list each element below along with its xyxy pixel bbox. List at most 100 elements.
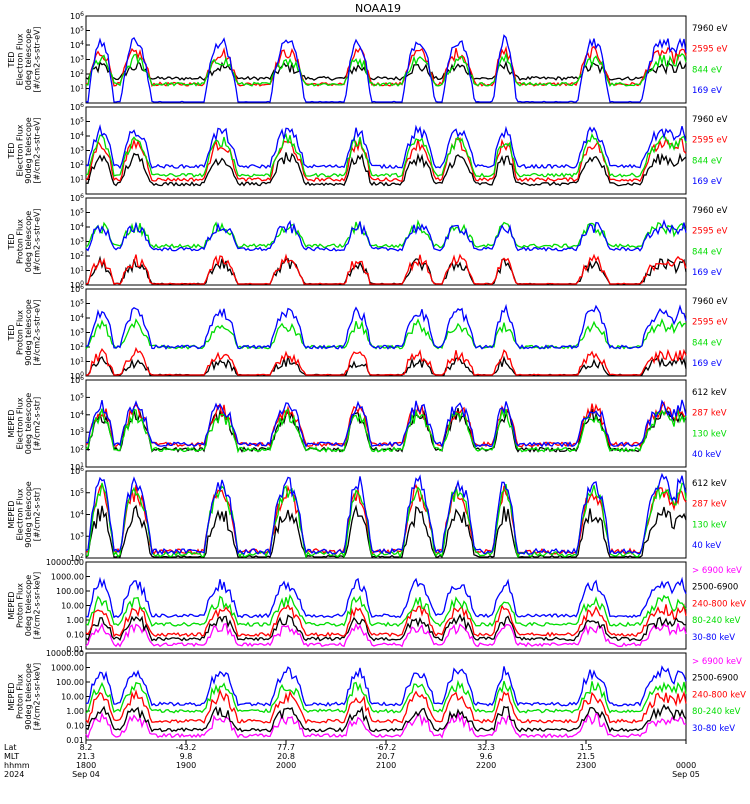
legend-entry: 2595 eV xyxy=(692,136,728,146)
series-line xyxy=(85,603,687,638)
y-tick-label: 106 xyxy=(70,102,84,112)
y-axis-label: TEDElectron Flux90deg telescope[#/cm2-s-… xyxy=(7,117,42,184)
panel-6: 102 103 104 105 106 MEPEDElectron Flux90deg t… xyxy=(7,466,727,563)
y-tick-label: 103 xyxy=(70,55,84,65)
y-tick-label: 104 xyxy=(70,40,84,50)
x-tick-label: 1900 xyxy=(176,761,196,770)
panel-2: 101 102 103 104 105 106 TEDElectron Flux90deg … xyxy=(7,102,728,195)
series-line xyxy=(85,34,687,103)
series-line xyxy=(85,303,687,350)
series-line xyxy=(85,576,687,619)
panel-8: 0.01 0.10 1.00 10.00 100.00 1000.00 10000.00 ME… xyxy=(7,649,746,745)
y-tick-label: 101 xyxy=(70,357,84,367)
legend-entry: 240-800 keV xyxy=(692,690,746,700)
y-tick-label: 105 xyxy=(70,488,84,498)
y-tick-label: 103 xyxy=(70,328,84,338)
x-row-label: 2024 xyxy=(4,770,24,779)
series-line xyxy=(85,482,687,559)
y-tick-label: 101 xyxy=(70,175,84,185)
y-tick-label: 101 xyxy=(70,462,84,472)
y-tick-label: 0.01 xyxy=(66,736,84,745)
series-line xyxy=(85,318,686,350)
legend-entry: 287 keV xyxy=(692,409,727,419)
panel-frame xyxy=(85,652,687,741)
legend-entry: > 6900 keV xyxy=(692,657,742,667)
y-tick-label: 103 xyxy=(70,237,84,247)
x-row-label: Lat xyxy=(4,743,17,752)
series-line xyxy=(86,346,687,376)
legend-entry: 7960 eV xyxy=(692,297,728,307)
series-line xyxy=(85,51,687,87)
y-tick-label: 104 xyxy=(70,131,84,141)
y-tick-label: 10000.00 xyxy=(46,558,84,567)
legend-entry: 40 keV xyxy=(692,450,721,460)
y-axis-label: TEDProton Flux90deg telescope[#/cm2-s-st… xyxy=(7,299,42,366)
y-tick-label: 1.00 xyxy=(66,616,84,625)
legend-entry: 612 keV xyxy=(692,479,727,489)
series-line xyxy=(85,679,687,714)
legend-entry: 7960 eV xyxy=(692,24,728,34)
y-tick-label: 101 xyxy=(70,84,84,94)
x-tick-label: 9.6 xyxy=(480,752,493,761)
legend-entry: 169 eV xyxy=(692,359,722,369)
legend-entry: 80-240 keV xyxy=(692,707,741,717)
y-tick-label: 10000.00 xyxy=(46,649,84,658)
x-tick-label: 2200 xyxy=(476,761,496,770)
y-tick-label: 102 xyxy=(70,160,84,170)
x-tick-label: -43.2 xyxy=(176,743,197,752)
legend-entry: 130 keV xyxy=(692,520,727,530)
y-tick-label: 102 xyxy=(70,445,84,455)
y-tick-label: 1000.00 xyxy=(51,573,84,582)
x-tick-label: -67.2 xyxy=(376,743,397,752)
x-tick-label: 0000 xyxy=(676,761,696,770)
series-line xyxy=(85,688,687,725)
series-line xyxy=(85,407,687,454)
y-tick-label: 104 xyxy=(70,410,84,420)
y-tick-label: 103 xyxy=(70,427,84,437)
y-tick-label: 105 xyxy=(70,208,84,218)
legend-entry: 7960 eV xyxy=(692,115,728,125)
panel-frame xyxy=(85,288,687,377)
legend-entry: 844 eV xyxy=(692,156,722,166)
legend-entry: 169 eV xyxy=(692,268,722,278)
y-tick-label: 100.00 xyxy=(56,587,84,596)
x-tick-label: 8.2 xyxy=(80,743,93,752)
x-tick-label: Sep 04 xyxy=(72,770,100,779)
y-axis-label: MEPEDElectron Flux0deg telescope[#/cm2-s… xyxy=(7,393,42,454)
x-tick-label: 21.5 xyxy=(577,752,595,761)
series-line xyxy=(85,504,687,559)
panel-frame xyxy=(85,379,687,468)
legend-entry: 2595 eV xyxy=(692,227,728,237)
y-tick-label: 104 xyxy=(70,222,84,232)
legend-entry: 2595 eV xyxy=(692,318,728,328)
panel-4: 100 101 102 103 104 105 106 TEDProton Flux90deg… xyxy=(7,284,728,381)
series-line xyxy=(86,354,687,376)
x-tick-label: 1.5 xyxy=(580,743,593,752)
series-line xyxy=(85,136,687,183)
y-tick-label: 106 xyxy=(70,375,84,385)
y-tick-label: 105 xyxy=(70,392,84,402)
legend-entry: 80-240 keV xyxy=(692,616,741,626)
legend-entry: 844 eV xyxy=(692,65,722,75)
y-tick-label: 10.00 xyxy=(61,693,84,702)
y-axis-label: MEPEDProton Flux90deg telescope[#/cm2-s-… xyxy=(7,663,42,730)
series-line xyxy=(85,219,687,252)
series-line xyxy=(85,253,687,285)
chart-title: NOAA19 xyxy=(355,2,401,15)
series-line xyxy=(85,703,687,733)
y-tick-label: 105 xyxy=(70,299,84,309)
legend-entry: 2500-6900 xyxy=(692,583,738,593)
y-tick-label: 102 xyxy=(70,69,84,79)
series-line xyxy=(85,60,687,82)
x-tick-label: 77.7 xyxy=(277,743,295,752)
series-line xyxy=(85,665,687,707)
y-tick-label: 100 xyxy=(70,280,84,290)
panels-group: 101 102 103 104 105 106 TEDElectron Flux0deg t… xyxy=(7,11,746,745)
y-tick-label: 105 xyxy=(70,117,84,127)
panel-frame xyxy=(85,561,687,650)
panel-3: 100 101 102 103 104 105 106 TEDProton Flux0deg … xyxy=(7,193,728,290)
x-tick-label: 21.3 xyxy=(77,752,95,761)
x-tick-label: 2100 xyxy=(376,761,396,770)
